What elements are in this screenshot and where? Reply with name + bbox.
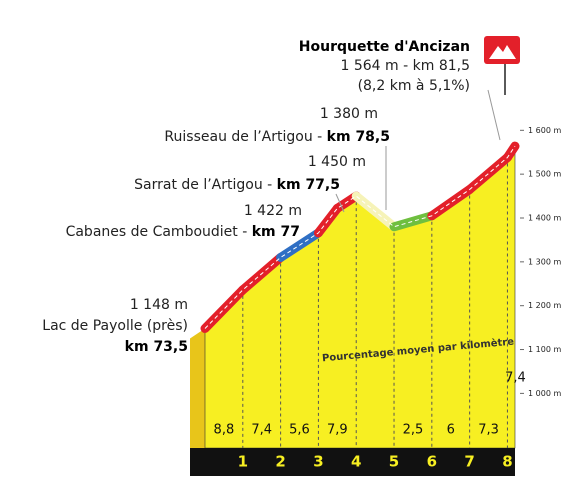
waypoint-name: Sarrat de l’Artigou - [134,177,277,193]
waypoint-name: Lac de Payolle (près) [42,318,188,334]
profile-segment [427,185,475,221]
km-label: 4 [351,453,361,471]
waypoint-km: km 78,5 [327,129,390,145]
profile-dashes [204,145,516,329]
km-label: 6 [427,453,437,471]
waypoint: Sarrat de l’Artigou - km 77,5 [134,177,340,193]
summit-flag [484,36,520,95]
leader-lines [335,89,501,213]
gradient-label: 2,5 [403,423,424,438]
y-tick-label: 1 500 m [528,170,561,179]
y-tick-label: 1 300 m [528,257,561,266]
gradient-label: 5,6 [289,423,310,438]
gradient-label: 7,3 [478,423,499,438]
waypoint: Cabanes de Camboudiet - km 77 [66,224,300,240]
waypoint-km: km 77 [252,224,300,240]
km-label: 3 [313,453,323,471]
summit-name: Hourquette d'Ancizan [299,39,470,55]
waypoint-name: Cabanes de Camboudiet - [66,224,252,240]
summit-details: 1 564 m - km 81,5 [341,58,471,74]
waypoint-altitude: 1 422 m [244,203,302,219]
waypoint-altitude: 1 148 m [130,297,188,313]
waypoint: Ruisseau de l’Artigou - km 78,5 [164,129,390,145]
summit-climb: (8,2 km à 5,1%) [358,78,470,94]
waypoint-km: km 73,5 [125,339,188,355]
km-label: 2 [275,453,285,471]
km-label: 5 [389,453,399,471]
waypoint-km: km 77,5 [277,177,340,193]
y-tick-label: 1 100 m [528,345,561,354]
y-tick-label: 1 200 m [528,301,561,310]
plot: 1 2 3 4 5 6 7 88,8 7,4 5,6 7,9 2,5 6 7,37,4Pourcentag… [190,126,561,476]
y-tick-label: 1 000 m [528,389,561,398]
gradient-label: 6 [447,423,455,438]
km-label: 8 [502,453,512,471]
gradient-label: 7,9 [327,423,348,438]
gradient-label: 8,8 [214,423,235,438]
base-band [190,448,515,476]
profile-side [190,328,205,448]
y-tick-label: 1 600 m [528,126,561,135]
gradient-label: 7,4 [251,423,272,438]
waypoint-altitude: 1 380 m [320,106,378,122]
gradient-label: 7,4 [505,371,526,386]
waypoint-altitude: 1 450 m [308,154,366,170]
y-tick-label: 1 400 m [528,214,561,223]
waypoint-name: Ruisseau de l’Artigou - [164,129,326,145]
km-label: 7 [464,453,474,471]
km-label: 1 [238,453,248,471]
